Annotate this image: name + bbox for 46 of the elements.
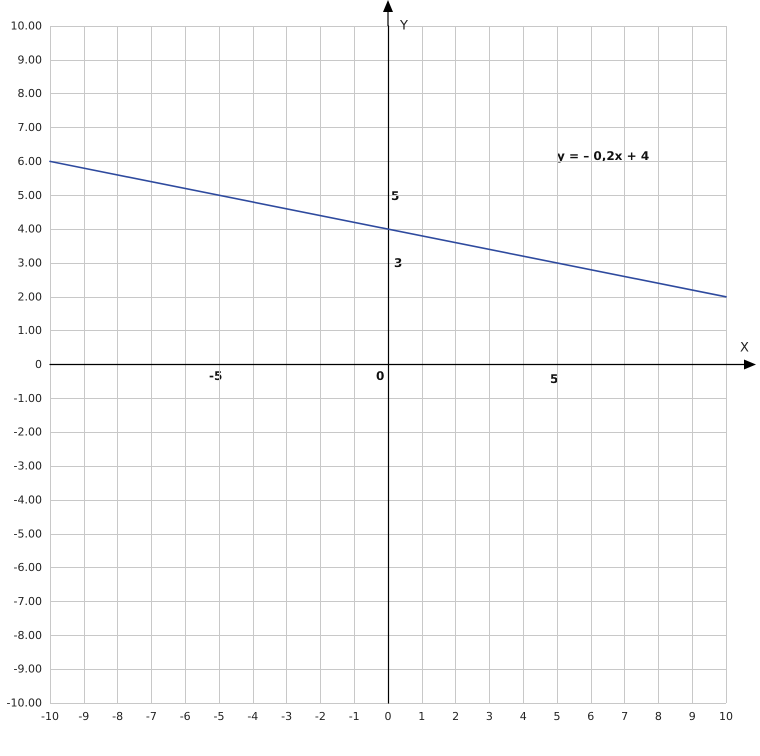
y-tick-label: 7.00 [18,121,42,134]
x-tick-label: 1 [418,710,426,723]
x-tick-label: 10 [719,710,733,723]
y-tick-label: 2.00 [18,290,42,304]
y-tick-label: -4.00 [14,493,42,506]
x-tick-label: 3 [486,710,493,723]
x-tick-label: 2 [452,710,460,723]
y-tick-label: -6.00 [14,561,42,574]
y-axis-title: Y [399,18,408,34]
y-tick-label: 6.00 [18,154,42,168]
x-tick-label: -9 [78,710,90,723]
x-tick-label: 0 [384,710,392,723]
x-axis-title: X [740,340,749,356]
y-tick-label: 3.00 [18,256,42,270]
y-tick-label: 8.00 [18,87,42,100]
y-tick-label: 9.00 [18,53,42,66]
x-tick-label: -8 [112,710,124,723]
x-tick-label: -7 [146,710,157,723]
y-tick-label: -2.00 [14,426,42,439]
y-tick-label: -10.00 [6,696,42,710]
y-tick-label: 0 [35,358,42,371]
y-tick-label: 4.00 [18,222,42,236]
x-tick-label: -6 [180,710,191,723]
x-tick-label: 8 [654,710,662,723]
y-tick-label: 10.00 [10,20,42,32]
y-tick-label: -7.00 [14,594,42,608]
annotation: 5 [550,372,558,386]
x-tick-label: -3 [281,710,292,723]
annotation: 0 [376,369,384,383]
x-tick-label: 6 [587,710,594,723]
x-tick-label: 4 [520,710,527,723]
y-tick-label: -5.00 [14,527,42,540]
y-tick-label: -1.00 [14,392,42,405]
y-tick-label: -9.00 [14,662,42,676]
y-tick-label: -8.00 [14,628,42,642]
x-tick-label: -4 [247,710,258,723]
x-tick-label: 5 [554,710,560,723]
y-tick-label: 5.00 [18,188,42,202]
x-tick-label: 9 [688,710,696,723]
x-tick-label: -10 [41,710,59,723]
x-tick-label: -2 [314,710,326,723]
y-tick-label: 1.00 [18,324,42,338]
x-tick-label: -1 [348,710,360,723]
x-tick-label: -5 [214,710,224,723]
y-tick-label: -3.00 [14,460,42,473]
x-tick-label: 7 [621,710,628,723]
